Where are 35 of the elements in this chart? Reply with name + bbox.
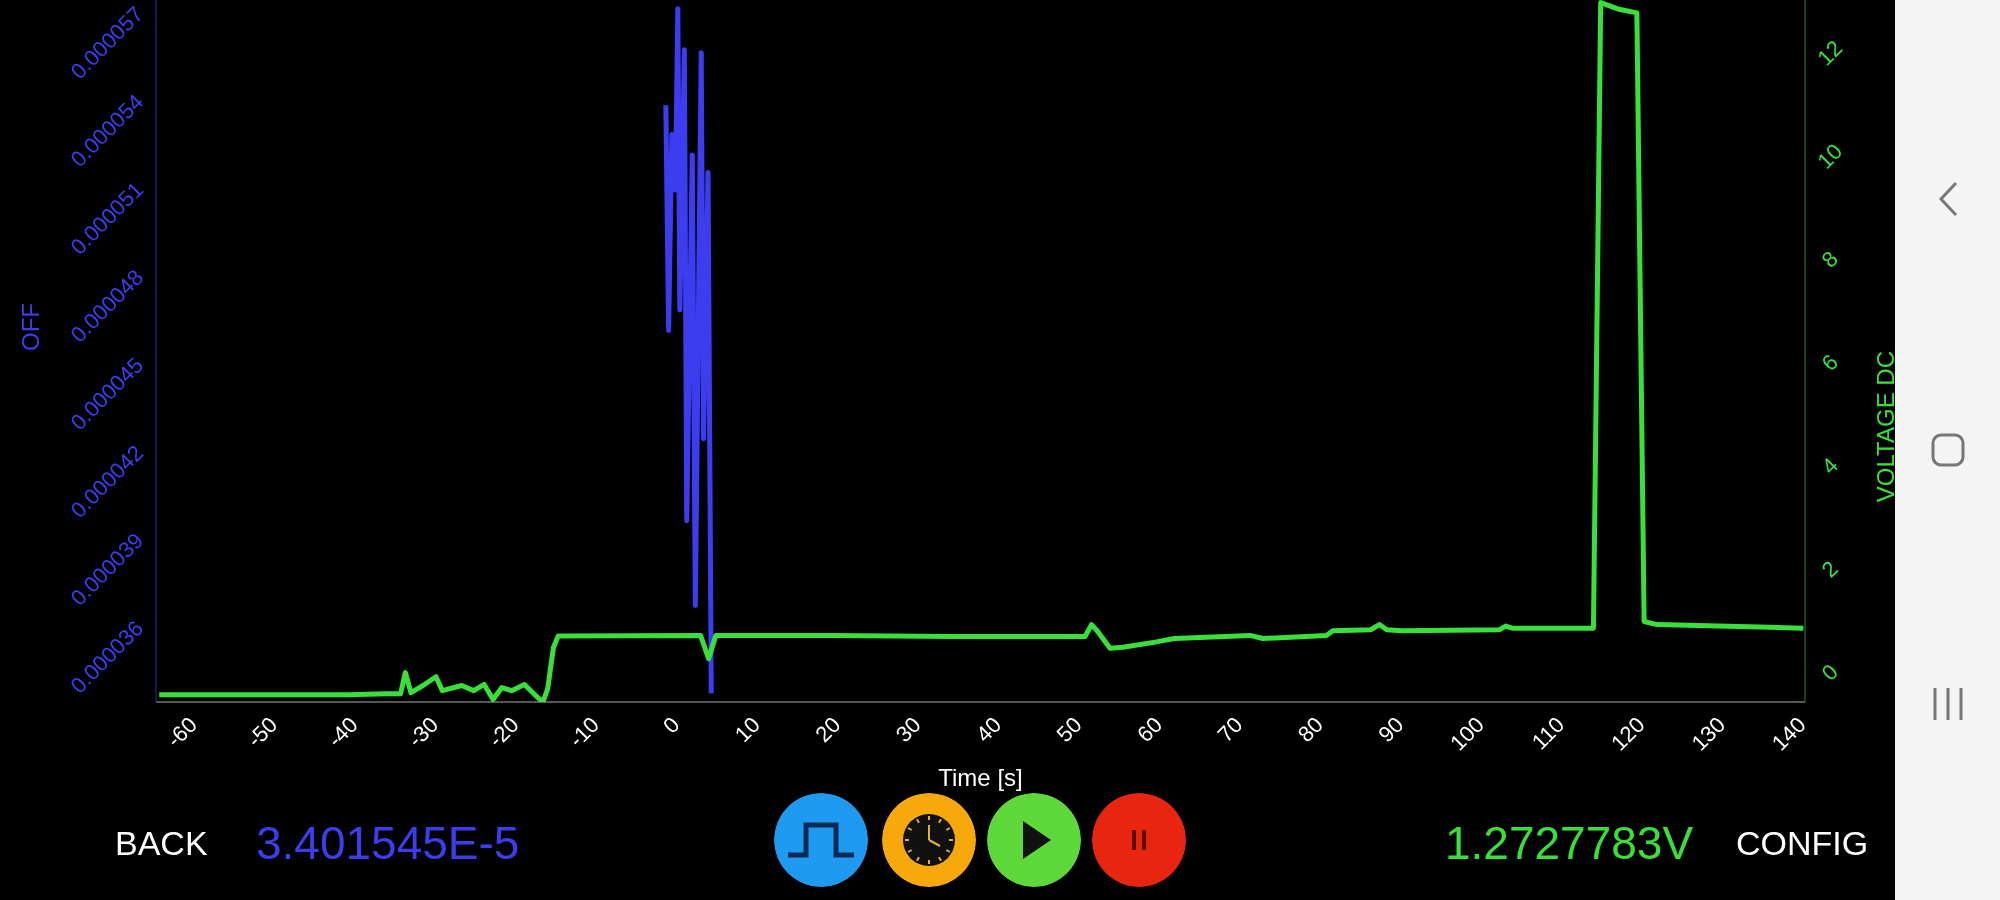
- y2-tick-label: 0: [1816, 659, 1843, 686]
- x-tick-label: -50: [242, 711, 283, 753]
- y2-axis-title: VOLTAGE DC: [1871, 351, 1899, 503]
- x-tick-label: -40: [322, 711, 363, 753]
- x-tick-label: 90: [1373, 711, 1409, 747]
- x-tick-label: 100: [1445, 711, 1489, 756]
- text: CONFIG: [1736, 824, 1869, 863]
- x-tick-label: 130: [1686, 711, 1731, 756]
- y2-tick-label: 12: [1812, 35, 1848, 71]
- x-tick-label: 20: [810, 711, 846, 747]
- y2-tick-label: 2: [1816, 556, 1843, 583]
- x-tick-label: 50: [1051, 711, 1087, 747]
- x-tick-label: -20: [483, 711, 524, 753]
- y2-tick-label: 10: [1812, 138, 1848, 174]
- x-tick-label: 70: [1212, 711, 1248, 747]
- text: 3.401545E-5: [256, 816, 520, 870]
- x-tick-label: 0: [658, 711, 685, 739]
- x-tick-label: -60: [161, 711, 202, 753]
- x-tick-label: 80: [1292, 711, 1328, 747]
- y-axis-title: OFF: [16, 303, 44, 351]
- x-tick-label: -10: [563, 711, 605, 753]
- x-axis-title: Time [s]: [938, 764, 1023, 791]
- x-tick-label: 140: [1766, 711, 1811, 756]
- x-tick-label: 120: [1606, 711, 1650, 756]
- y2-tick-label: 4: [1816, 452, 1843, 480]
- x-tick-label: 110: [1526, 711, 1570, 755]
- x-tick-label: 10: [729, 711, 765, 747]
- x-tick-label: 40: [971, 711, 1007, 747]
- x-tick-label: -30: [402, 711, 444, 753]
- y2-tick-label: 8: [1816, 246, 1843, 273]
- text: 1.2727783V: [1445, 816, 1694, 870]
- x-tick-label: 30: [890, 711, 926, 747]
- y2-tick-label: 6: [1816, 349, 1843, 376]
- x-tick-label: 60: [1132, 711, 1168, 747]
- text: BACK: [115, 824, 208, 863]
